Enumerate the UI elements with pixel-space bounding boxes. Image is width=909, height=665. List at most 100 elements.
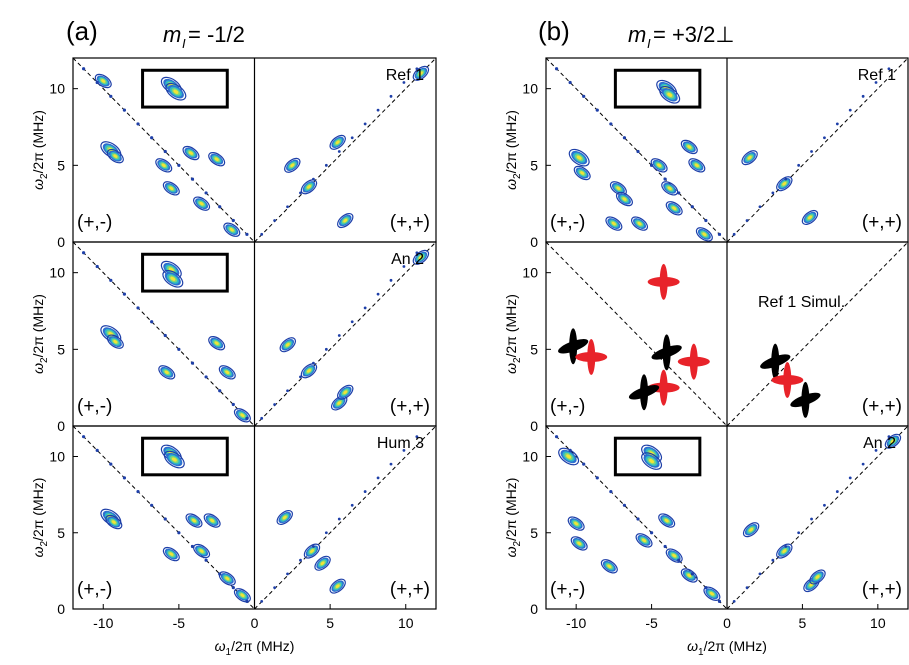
contour-peak-level-0	[185, 513, 203, 528]
panel-name: An 2	[391, 251, 424, 268]
contour-peak-level-4	[687, 145, 692, 149]
contour-peak-level-4	[164, 370, 169, 375]
noise-dot	[337, 517, 341, 521]
noise-dot	[204, 558, 208, 562]
x-axis-label: ω1/2π (MHz)	[687, 638, 767, 658]
noise-dot	[350, 136, 354, 140]
contour-peak-level-0	[665, 201, 683, 216]
contour-peak-level-0	[106, 148, 124, 164]
x-tick-label: -10	[566, 615, 586, 631]
quadrant-label-plus-minus: (+,-)	[77, 212, 112, 233]
noise-dot	[848, 108, 852, 112]
noise-dot	[402, 449, 406, 452]
y-axis-label-sub: 2	[512, 540, 523, 546]
noise-dot	[771, 558, 775, 562]
noise-dot	[582, 462, 586, 466]
sim-peak-black	[628, 374, 660, 411]
antidiagonal-line	[545, 57, 728, 243]
contour-peak-level-0	[233, 588, 251, 603]
sim-peak-v	[659, 263, 668, 300]
contour-peak-level-0	[203, 513, 221, 528]
x-axis-label-symbol: ω	[215, 638, 226, 654]
contour-peak-level-4	[306, 368, 311, 373]
noise-dot	[122, 108, 127, 112]
contour-peak-level-0	[776, 176, 793, 192]
contour-peak-level-4	[418, 255, 423, 260]
y-axis-label-symbol: ω	[30, 179, 46, 190]
contour-peak-level-0	[162, 546, 180, 562]
highlight-box	[141, 68, 229, 109]
noise-dot	[363, 306, 367, 310]
x-tick-label: -10	[93, 615, 113, 631]
contour-peak-level-4	[782, 181, 787, 186]
noise-dot	[810, 517, 813, 521]
highlight-box	[613, 436, 702, 477]
noise-dot	[389, 462, 393, 466]
antidiagonal-line	[545, 425, 728, 610]
noise-dot	[312, 177, 315, 181]
quadrant-label-plus-plus: (+,+)	[390, 212, 430, 233]
contour-peak-level-0	[680, 139, 698, 155]
highlight-box	[141, 436, 229, 477]
noise-dot	[150, 503, 154, 507]
contour-peak-level-0	[284, 157, 301, 173]
contour-peak-level-0	[801, 209, 819, 226]
column-a-m-subscript: I	[182, 36, 186, 51]
y-tick-label: 10	[49, 81, 65, 97]
y-axis-label-symbol: ω	[30, 363, 46, 374]
noise-dot	[122, 476, 127, 480]
noise-dot	[649, 531, 654, 535]
contour-peak-level-0	[605, 216, 623, 231]
sim-peak-v	[771, 343, 780, 380]
contour-peak-level-4	[576, 155, 582, 160]
contour-peak-level-0	[680, 568, 698, 583]
y-axis-label: ω2/2π (MHz)	[30, 110, 50, 190]
contour-peak-level-4	[225, 370, 230, 375]
noise-dot	[350, 503, 354, 507]
noise-dot	[874, 449, 878, 452]
y-axis-label-rest: /2π (MHz)	[30, 110, 46, 173]
noise-dot	[299, 558, 302, 562]
contour-peak-level-4	[574, 521, 579, 526]
noise-dot	[861, 462, 865, 466]
contour-peak-level-0	[182, 145, 200, 161]
contour-peak-level-0	[600, 559, 618, 574]
contour-peak-level-4	[225, 576, 230, 581]
contour-peak-level-4	[170, 276, 176, 281]
x-tick-label: 0	[723, 615, 731, 631]
contour-peak-level-0	[303, 543, 321, 559]
noise-dot	[109, 462, 113, 466]
noise-dot	[81, 435, 86, 439]
noise-dot	[797, 163, 801, 167]
noise-dot	[337, 150, 341, 153]
noise-dot	[190, 361, 195, 365]
y-axis-label-rest: /2π (MHz)	[30, 294, 46, 357]
contour-peak-level-0	[162, 269, 184, 288]
sim-peak-v	[689, 343, 698, 380]
noise-dot	[376, 292, 380, 296]
y-axis-label-symbol: ω	[503, 179, 519, 190]
noise-dot	[823, 136, 826, 140]
noise-dot	[245, 232, 249, 236]
noise-dot	[568, 448, 572, 452]
noise-dot	[245, 599, 249, 603]
noise-dot	[690, 205, 694, 209]
diagonal-line	[254, 425, 437, 610]
contour-peak-level-4	[672, 553, 677, 558]
noise-dot	[595, 108, 599, 112]
sim-peak-v	[662, 334, 671, 371]
noise-dot	[835, 122, 839, 126]
contour-peak-level-4	[418, 71, 423, 76]
contour-peak-level-0	[809, 569, 826, 585]
noise-dot	[95, 448, 99, 452]
contour-peak-level-4	[637, 221, 642, 226]
contour-peak-level-4	[667, 186, 672, 191]
contour-peak-level-4	[240, 413, 245, 418]
contour-peak-level-4	[667, 92, 673, 97]
diagonal-line	[254, 57, 437, 243]
noise-dot	[299, 191, 302, 195]
noise-dot	[810, 150, 813, 153]
contour-peak-level-4	[101, 79, 106, 83]
noise-dot	[136, 489, 140, 494]
